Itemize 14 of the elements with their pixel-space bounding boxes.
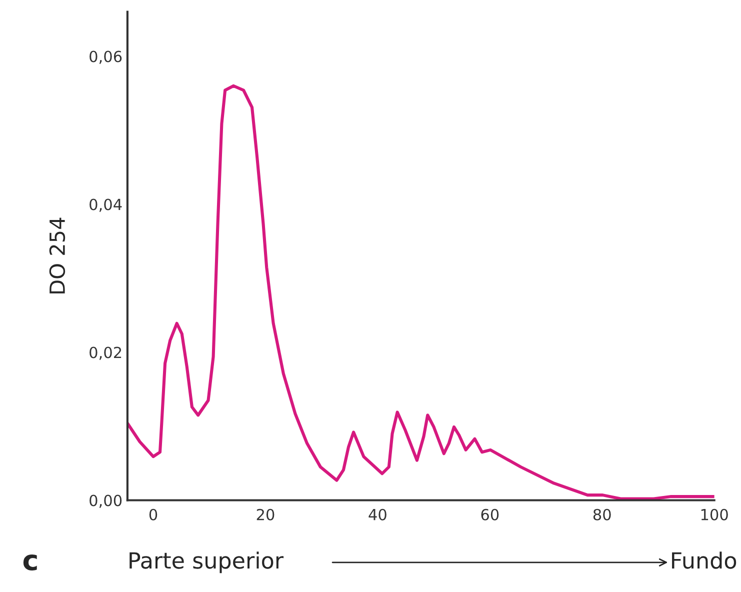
text: Fundo bbox=[672, 552, 736, 569]
text: c bbox=[23, 554, 37, 570]
y-tick-label: 0,06 bbox=[90, 50, 122, 64]
x-tick-label: 80 bbox=[593, 508, 611, 520]
y-tick-label: 0,04 bbox=[90, 198, 122, 212]
x-tick-label: 0 bbox=[149, 508, 158, 520]
x-tick-label: 60 bbox=[481, 508, 499, 520]
y-tick-label: 0,02 bbox=[90, 346, 122, 360]
x-tick-label: 100 bbox=[701, 508, 728, 520]
y-axis-title: DO 254 bbox=[49, 218, 66, 294]
x-tick-label: 20 bbox=[256, 508, 274, 520]
x-axis-title: Parte superior bbox=[130, 552, 284, 574]
x-tick-label: 40 bbox=[368, 508, 386, 520]
y-tick-label: 0,00 bbox=[90, 494, 122, 508]
